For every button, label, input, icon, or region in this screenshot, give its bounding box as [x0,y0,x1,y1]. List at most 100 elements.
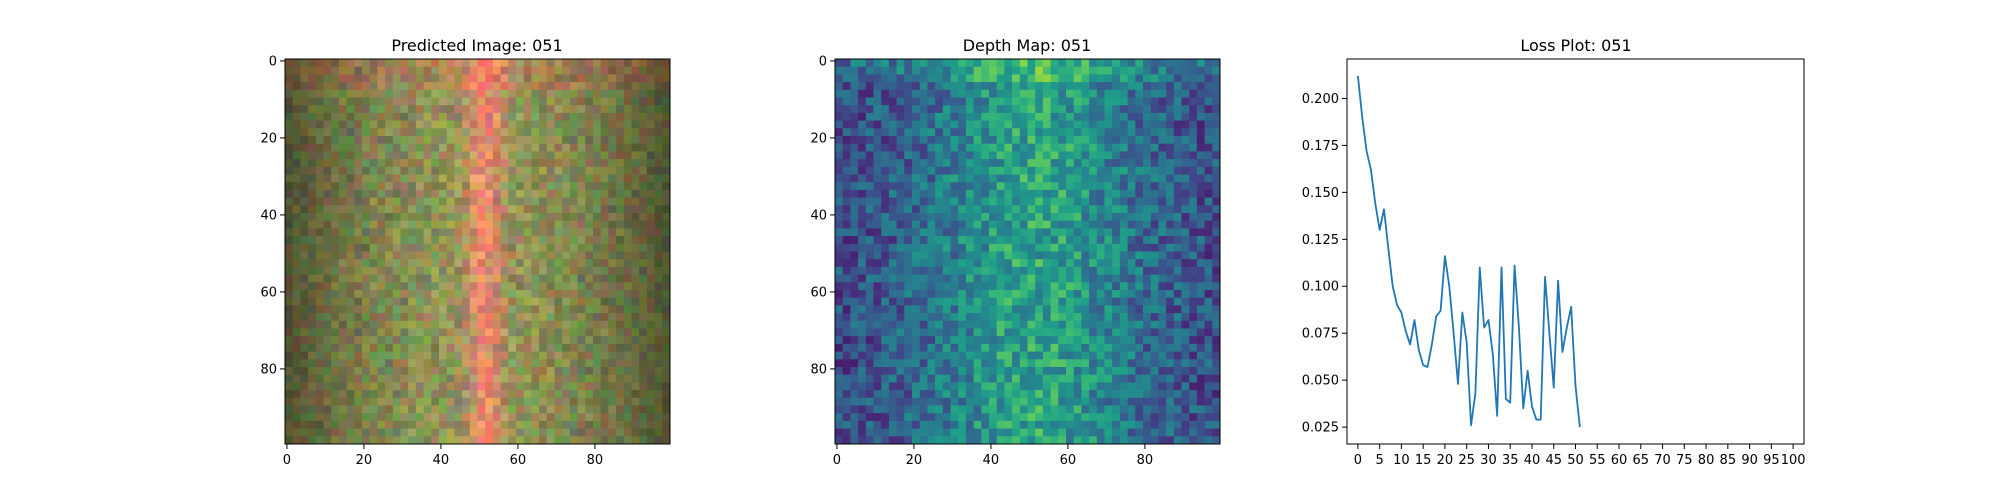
heatmap-cell [1173,351,1182,360]
heatmap-cell [1166,205,1175,214]
heatmap-cell [1150,297,1159,306]
heatmap-cell [1019,374,1028,383]
heatmap-cell [865,189,874,198]
heatmap-cell [554,328,563,337]
heatmap-cell [285,189,294,198]
heatmap-cell [989,151,998,160]
heatmap-cell [500,182,509,191]
heatmap-cell [1212,428,1221,437]
heatmap-cell [858,97,867,106]
heatmap-cell [462,259,471,268]
heatmap-cell [439,374,448,383]
heatmap-cell [1104,297,1113,306]
heatmap-cell [935,213,944,222]
heatmap-cell [539,251,548,260]
heatmap-cell [616,436,625,445]
heatmap-cell [1112,59,1121,68]
heatmap-cell [292,59,301,68]
heatmap-cell [873,305,882,314]
heatmap-cell [1127,405,1136,414]
heatmap-cell [492,143,501,152]
heatmap-cell [1119,428,1128,437]
heatmap-cell [623,359,632,368]
heatmap-cell [919,428,928,437]
heatmap-cell [1004,290,1013,299]
heatmap-cell [1042,259,1051,268]
heatmap-cell [385,274,394,283]
heatmap-cell [577,251,586,260]
heatmap-cell [1112,290,1121,299]
heatmap-cell [431,205,440,214]
heatmap-cell [835,343,844,352]
heatmap-cell [554,89,563,98]
heatmap-cell [485,205,494,214]
heatmap-cell [989,351,998,360]
heatmap-cell [362,228,371,237]
heatmap-cell [377,213,386,222]
heatmap-cell [454,205,463,214]
heatmap-cell [1204,351,1213,360]
heatmap-cell [408,305,417,314]
heatmap-cell [835,251,844,260]
heatmap-cell [850,97,859,106]
heatmap-cell [292,120,301,129]
heatmap-cell [888,351,897,360]
heatmap-cell [485,266,494,275]
heatmap-cell [631,436,640,445]
heatmap-cell [1089,128,1098,137]
heatmap-cell [593,97,602,106]
heatmap-cell [865,143,874,152]
heatmap-cell [577,228,586,237]
heatmap-cell [1119,282,1128,291]
heatmap-cell [377,182,386,191]
heatmap-cell [958,151,967,160]
heatmap-cell [935,197,944,206]
heatmap-cell [623,128,632,137]
heatmap-cell [446,397,455,406]
heatmap-cell [973,228,982,237]
heatmap-cell [346,336,355,345]
heatmap-cell [639,151,648,160]
heatmap-cell [1212,151,1221,160]
heatmap-cell [1050,282,1059,291]
heatmap-cell [400,220,409,229]
heatmap-cell [1012,112,1021,121]
heatmap-cell [881,305,890,314]
heatmap-cell [896,405,905,414]
heatmap-cell [1196,174,1205,183]
heatmap-cell [323,374,332,383]
heatmap-cell [1204,205,1213,214]
heatmap-cell [896,112,905,121]
heatmap-cell [477,382,486,391]
heatmap-cell [1089,359,1098,368]
heatmap-cell [1066,74,1075,83]
heatmap-cell [1212,313,1221,322]
heatmap-cell [1196,351,1205,360]
heatmap-cell [1173,343,1182,352]
heatmap-cell [1112,413,1121,422]
heatmap-cell [981,313,990,322]
heatmap-cell [454,197,463,206]
heatmap-cell [1019,220,1028,229]
heatmap-cell [462,390,471,399]
heatmap-cell [338,189,347,198]
heatmap-cell [662,359,671,368]
heatmap-cell [1027,166,1036,175]
heatmap-cell [646,66,655,75]
heatmap-cell [616,266,625,275]
heatmap-cell [919,213,928,222]
heatmap-cell [888,166,897,175]
heatmap-cell [927,359,936,368]
heatmap-cell [1058,105,1067,114]
heatmap-cell [1104,259,1113,268]
heatmap-cell [912,197,921,206]
heatmap-cell [608,82,617,91]
heatmap-cell [508,305,517,314]
heatmap-cell [1050,220,1059,229]
heatmap-cell [600,382,609,391]
heatmap-cell [400,89,409,98]
heatmap-cell [1173,297,1182,306]
heatmap-cell [446,297,455,306]
heatmap-cell [942,413,951,422]
